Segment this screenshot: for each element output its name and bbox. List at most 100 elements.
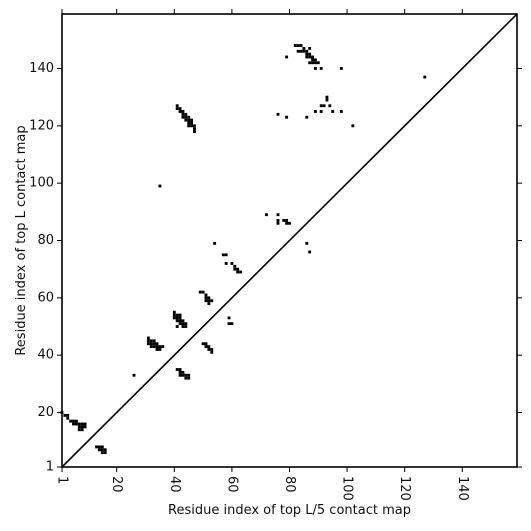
contact-point bbox=[265, 213, 268, 217]
contact-point bbox=[230, 262, 234, 265]
contact-point bbox=[149, 342, 153, 346]
contact-point bbox=[276, 112, 280, 116]
contact-point bbox=[178, 322, 182, 326]
contact-point bbox=[204, 293, 208, 297]
contact-point bbox=[184, 322, 188, 326]
contact-point bbox=[204, 345, 208, 349]
contact-point bbox=[296, 49, 300, 53]
contact-point bbox=[175, 313, 179, 317]
contact-point bbox=[221, 253, 225, 257]
contact-point bbox=[305, 241, 309, 245]
contact-point bbox=[175, 316, 179, 320]
contact-point bbox=[316, 61, 320, 65]
y-tick-label: 140 bbox=[29, 61, 54, 76]
contact-point bbox=[72, 422, 75, 426]
contact-point bbox=[285, 115, 289, 119]
contact-point bbox=[184, 118, 188, 122]
contact-point bbox=[187, 373, 191, 377]
contact-point bbox=[66, 413, 70, 417]
contact-point bbox=[184, 373, 188, 377]
contact-point bbox=[190, 124, 194, 128]
contact-point bbox=[207, 296, 211, 300]
contact-point bbox=[193, 130, 196, 133]
contact-point bbox=[305, 55, 309, 59]
contact-point bbox=[181, 373, 185, 377]
contact-point bbox=[178, 373, 182, 377]
contact-point bbox=[299, 49, 303, 53]
contact-point bbox=[77, 428, 81, 432]
contact-point bbox=[207, 345, 211, 349]
contact-point bbox=[184, 112, 188, 116]
contact-point bbox=[305, 49, 309, 53]
contact-point bbox=[158, 348, 162, 351]
contact-point bbox=[80, 428, 84, 432]
contact-point bbox=[328, 104, 332, 108]
contact-point bbox=[77, 422, 81, 426]
contact-point bbox=[213, 241, 217, 245]
contact-point bbox=[285, 219, 289, 222]
contact-point bbox=[146, 336, 150, 340]
contact-point bbox=[178, 319, 182, 323]
x-tick-label: 120 bbox=[397, 476, 412, 501]
contact-point bbox=[181, 112, 185, 116]
contact-point bbox=[285, 55, 289, 59]
contact-point bbox=[302, 49, 306, 53]
contact-point bbox=[172, 316, 176, 320]
contact-point bbox=[233, 264, 237, 268]
contact-point bbox=[201, 290, 205, 294]
contact-point bbox=[311, 61, 314, 65]
contact-point bbox=[236, 267, 240, 271]
contact-point bbox=[175, 104, 179, 108]
contact-point bbox=[187, 121, 191, 125]
contact-point bbox=[181, 370, 185, 374]
contact-point bbox=[313, 58, 317, 62]
contact-point bbox=[83, 425, 87, 429]
contact-point bbox=[184, 325, 188, 328]
contact-point bbox=[95, 445, 98, 449]
contact-point bbox=[201, 342, 205, 346]
contact-point bbox=[204, 342, 208, 346]
contact-point bbox=[178, 110, 182, 113]
contact-point bbox=[308, 52, 312, 56]
contact-point bbox=[158, 184, 162, 188]
contact-point bbox=[74, 422, 78, 426]
y-tick-label: 20 bbox=[37, 405, 54, 420]
contact-point bbox=[322, 104, 326, 108]
contact-point bbox=[319, 104, 323, 108]
contact-point bbox=[184, 115, 188, 119]
contact-point bbox=[98, 445, 101, 449]
x-tick-label: 80 bbox=[282, 476, 297, 493]
contact-point bbox=[198, 290, 202, 294]
contact-point bbox=[224, 253, 228, 257]
contact-point bbox=[293, 44, 297, 47]
x-tick-label: 1 bbox=[55, 476, 70, 484]
contact-point bbox=[80, 425, 84, 429]
contact-point bbox=[181, 115, 185, 119]
contact-point bbox=[204, 296, 208, 300]
contact-point bbox=[100, 448, 104, 452]
contact-point bbox=[210, 350, 214, 354]
x-tick-label: 100 bbox=[340, 476, 355, 501]
contact-point bbox=[204, 299, 208, 303]
contact-point bbox=[103, 448, 107, 452]
contact-point bbox=[227, 322, 231, 326]
y-tick-label: 100 bbox=[29, 176, 54, 191]
contact-point bbox=[100, 445, 104, 449]
contact-point bbox=[155, 345, 159, 349]
x-tick-label: 40 bbox=[167, 476, 182, 493]
contact-point bbox=[339, 67, 343, 70]
contact-point bbox=[132, 373, 136, 377]
contact-point bbox=[155, 342, 159, 346]
contact-point bbox=[83, 422, 87, 426]
contact-point bbox=[308, 55, 312, 59]
contact-point bbox=[288, 221, 291, 225]
contact-point bbox=[181, 110, 185, 113]
contact-point bbox=[233, 267, 237, 271]
contact-point bbox=[311, 58, 314, 62]
y-axis-title: Residue index of top L contact map bbox=[14, 125, 29, 355]
contact-point bbox=[305, 115, 309, 119]
contact-point bbox=[146, 339, 150, 343]
contact-point bbox=[66, 416, 70, 420]
contact-point bbox=[210, 299, 214, 303]
contact-point bbox=[63, 413, 67, 417]
